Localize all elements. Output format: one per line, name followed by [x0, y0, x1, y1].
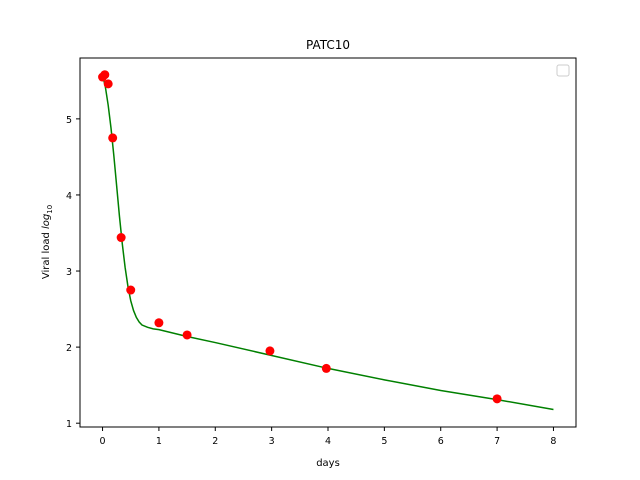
data-point [103, 79, 113, 89]
chart-title: PATC10 [306, 38, 350, 52]
data-point [100, 70, 110, 80]
legend-box [556, 64, 570, 77]
x-axis-label: days [316, 458, 340, 469]
data-point [321, 363, 331, 373]
data-point [116, 233, 126, 243]
data-point [492, 394, 502, 404]
data-point [182, 330, 192, 340]
y-tick-label: 2 [66, 343, 72, 354]
plot-area [98, 70, 554, 411]
x-tick-label: 6 [438, 436, 444, 447]
y-axis-label-italic: log [41, 214, 52, 229]
x-tick-label: 1 [156, 436, 162, 447]
x-tick-label: 3 [269, 436, 275, 447]
x-tick-label: 7 [494, 436, 500, 447]
y-tick-label: 4 [66, 191, 72, 202]
y-tick-label: 5 [66, 115, 72, 126]
data-point [265, 346, 275, 356]
y-axis-label: Viral load log10 [41, 205, 54, 279]
fit-line [101, 74, 554, 411]
x-tick-label: 0 [100, 436, 106, 447]
x-axis: 0 1 2 3 4 5 6 7 8 [100, 427, 556, 447]
x-tick-label: 8 [550, 436, 556, 447]
y-axis: 1 2 3 4 5 [66, 115, 80, 430]
x-tick-label: 2 [212, 436, 218, 447]
x-tick-label: 5 [381, 436, 387, 447]
data-point [126, 285, 136, 295]
x-tick-label: 4 [325, 436, 331, 447]
data-point [154, 318, 164, 328]
y-tick-label: 3 [66, 267, 72, 278]
data-point [108, 133, 118, 143]
y-axis-label-subscript: 10 [46, 205, 54, 214]
y-tick-label: 1 [66, 419, 72, 430]
y-axis-label-main: Viral load [41, 229, 52, 279]
